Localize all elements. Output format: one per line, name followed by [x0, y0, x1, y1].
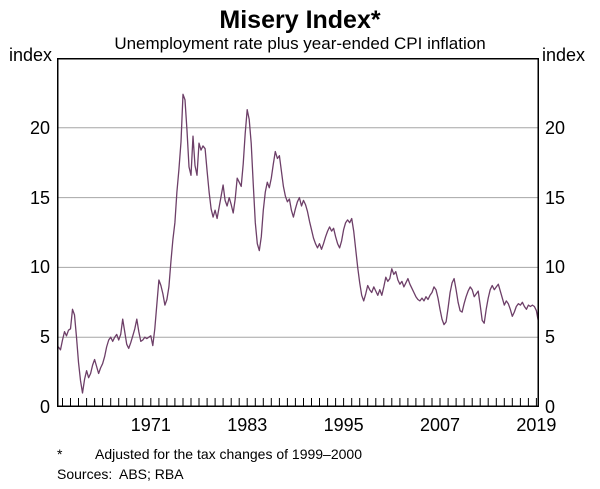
y-axis-label-left-20: 20: [29, 117, 50, 138]
x-axis-label-2007: 2007: [419, 415, 461, 435]
chart-subtitle: Unemployment rate plus year-ended CPI in…: [114, 34, 486, 53]
chart-title: Misery Index*: [219, 6, 381, 34]
y-axis-unit-right: index: [542, 45, 586, 65]
misery-index-line: [57, 93, 539, 394]
y-axis-label-right-10: 10: [545, 257, 566, 278]
x-axis-label-1971: 1971: [130, 415, 171, 435]
plot-area: [57, 58, 539, 407]
y-axis-label-left-0: 0: [39, 397, 50, 417]
x-axis-label-1983: 1983: [227, 415, 268, 435]
y-axis-label-right-15: 15: [545, 187, 566, 208]
x-axis-label-2019: 2019: [516, 415, 557, 435]
sources: Sources: ABS; RBA: [57, 466, 577, 482]
sources-text: ABS; RBA: [119, 466, 184, 482]
footnote: * Adjusted for the tax changes of 1999–2…: [57, 446, 577, 462]
axis-frame: [57, 58, 539, 407]
y-axis-label-right-20: 20: [545, 117, 566, 138]
y-axis-label-right-5: 5: [545, 327, 556, 348]
y-axis-label-left-10: 10: [29, 257, 50, 278]
footnote-text: Adjusted for the tax changes of 1999–200…: [95, 446, 362, 462]
x-axis-label-1995: 1995: [323, 415, 364, 435]
sources-label: Sources:: [57, 466, 113, 482]
y-axis-label-left-15: 15: [29, 187, 50, 208]
y-axis-label-left-5: 5: [39, 327, 50, 348]
footnote-asterisk: *: [57, 446, 63, 462]
y-axis-unit-left: index: [8, 45, 52, 65]
y-axis-label-right-0: 0: [545, 397, 556, 417]
